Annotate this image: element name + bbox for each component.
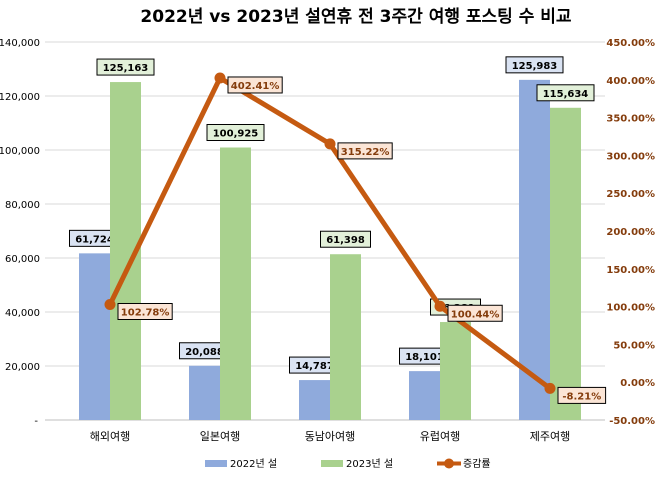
data-label-box	[206, 124, 265, 142]
legend-label: 2023년 설	[346, 458, 393, 470]
bar-2023	[550, 107, 581, 420]
line-point	[544, 382, 556, 394]
line-point	[434, 300, 446, 312]
y-right-tick-label: 450.00%	[606, 38, 655, 49]
x-tick-label: 동남아여행	[305, 430, 356, 443]
data-label-box	[320, 230, 371, 248]
legend-swatch	[321, 460, 343, 467]
y-left-tick-label: 120,000	[0, 92, 40, 103]
data-label: 20,088	[185, 347, 224, 358]
y-right-tick-label: 0.00%	[620, 378, 655, 389]
line-label-box	[447, 304, 503, 322]
line-label-box	[557, 386, 607, 404]
bar-2022	[409, 371, 440, 420]
bar-2022	[79, 253, 110, 420]
legend-marker	[444, 458, 454, 469]
y-right-tick-label: 400.00%	[606, 76, 655, 87]
bar-2023	[330, 254, 361, 420]
data-label-box	[505, 56, 564, 74]
legend-label: 2022년 설	[230, 458, 277, 470]
bar-2022	[519, 79, 550, 421]
line-point	[214, 72, 226, 84]
legend-swatch	[205, 460, 227, 467]
bar-2023	[220, 147, 251, 420]
x-tick-label: 일본여행	[200, 429, 240, 443]
line-label: 102.78%	[121, 307, 170, 318]
y-right-tick-label: 100.00%	[606, 303, 655, 314]
data-label: 61,398	[326, 235, 365, 246]
x-tick-label: 제주여행	[530, 430, 570, 443]
data-label: 125,163	[103, 63, 149, 74]
data-label-box	[536, 84, 595, 102]
line-label-box	[337, 142, 393, 160]
line-point	[104, 298, 116, 310]
y-left-tick-label: 140,000	[0, 38, 40, 49]
y-left-tick-label: 100,000	[0, 146, 40, 157]
data-label: 18,101	[405, 352, 444, 363]
legend-label: 증감률	[463, 458, 491, 470]
y-left-tick-label: 20,000	[5, 362, 40, 373]
x-tick-label: 해외여행	[90, 429, 130, 443]
y-right-tick-label: 50.00%	[613, 340, 655, 351]
y-right-tick-label: 150.00%	[606, 265, 655, 276]
data-label: 61,724	[75, 234, 114, 245]
line-label: 402.41%	[231, 81, 280, 92]
bar-2022	[189, 365, 220, 420]
y-right-tick-label: -50.00%	[609, 416, 655, 427]
y-left-tick-label: -	[34, 416, 38, 427]
y-right-tick-label: 350.00%	[606, 114, 655, 125]
chart-title: 2022년 vs 2023년 설연휴 전 3주간 여행 포스팅 수 비교	[140, 6, 572, 27]
line-label-box	[227, 76, 283, 94]
y-left-tick-label: 60,000	[5, 254, 40, 265]
data-label: 125,983	[512, 61, 558, 72]
data-label-box	[96, 58, 155, 76]
y-left-tick-label: 80,000	[5, 200, 40, 211]
bar-2023	[440, 322, 471, 420]
x-tick-label: 유럽여행	[420, 429, 460, 443]
y-right-tick-label: 200.00%	[606, 227, 655, 238]
line-point	[324, 138, 336, 150]
line-label-box	[117, 302, 173, 320]
y-left-tick-label: 40,000	[5, 308, 40, 319]
data-label: 100,925	[213, 129, 259, 140]
data-label: 14,787	[295, 361, 334, 372]
y-right-tick-label: 250.00%	[606, 189, 655, 200]
line-label: 315.22%	[341, 147, 390, 158]
y-right-tick-label: 300.00%	[606, 151, 655, 162]
line-label: 100.44%	[451, 309, 500, 320]
data-label: 115,634	[543, 89, 589, 100]
bar-2022	[299, 380, 330, 420]
line-label: -8.21%	[562, 391, 601, 402]
